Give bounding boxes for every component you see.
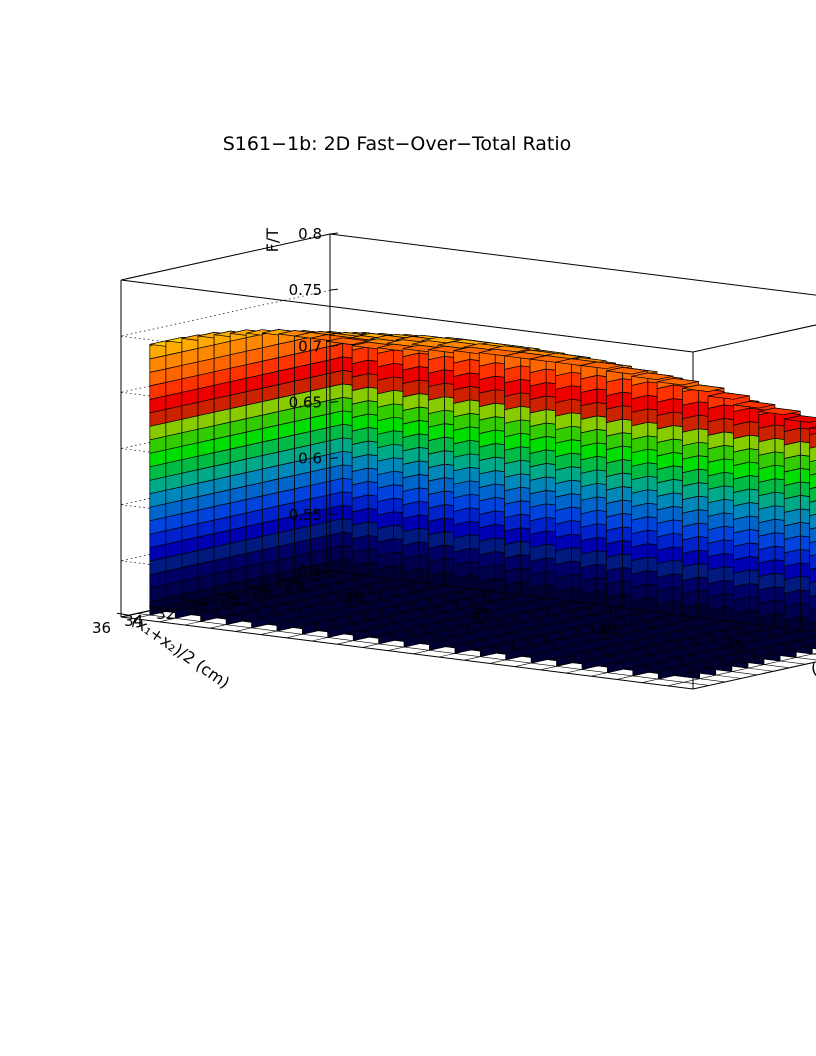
frame-edge <box>120 233 331 281</box>
chart-title: S161−1b: 2D Fast−Over−Total Ratio <box>223 133 572 155</box>
floor-grid-line <box>667 652 816 687</box>
floor-grid-line <box>137 613 710 686</box>
histogram-bars <box>149 329 816 680</box>
z-guide-line <box>120 279 694 353</box>
